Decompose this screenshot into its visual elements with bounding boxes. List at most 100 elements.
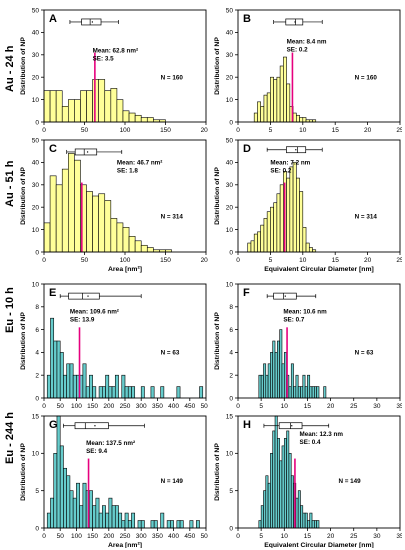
histogram-bar bbox=[247, 242, 252, 253]
x-tick-label: 0 bbox=[42, 127, 46, 134]
histogram-bar bbox=[146, 117, 154, 123]
histogram-bar bbox=[195, 520, 200, 529]
boxplot-mean bbox=[87, 295, 89, 297]
y-tick-label: 30 bbox=[226, 52, 234, 59]
x-tick-label: 30 bbox=[373, 403, 381, 410]
histogram-bar bbox=[309, 386, 313, 399]
histogram-bar bbox=[95, 497, 100, 529]
y-tick-label: 30 bbox=[226, 182, 234, 189]
histogram-bar bbox=[63, 467, 67, 529]
histogram-bar bbox=[253, 112, 258, 123]
x-tick-label: 150 bbox=[160, 127, 171, 134]
histogram-bar bbox=[79, 505, 84, 529]
boxplot-mean bbox=[294, 21, 296, 23]
histogram-bar bbox=[98, 79, 106, 123]
x-tick-label: 100 bbox=[71, 533, 82, 540]
histogram-bar bbox=[72, 497, 77, 529]
panel-letter: A bbox=[49, 13, 57, 25]
histogram-panel-a: 0 50 100 150 200 0 10 20 30 40 50 Distribution of N… bbox=[20, 7, 208, 134]
x-tick-label: 500 bbox=[201, 403, 208, 410]
se-annotation: SE: 9.4 bbox=[86, 448, 107, 455]
histogram-bar bbox=[122, 110, 130, 123]
histogram-bar bbox=[80, 90, 87, 123]
histogram-bar bbox=[127, 520, 132, 529]
histogram-bar bbox=[277, 340, 280, 399]
histogram-bar bbox=[283, 56, 287, 123]
y-tick-label: 5 bbox=[35, 488, 39, 495]
plot-frame bbox=[237, 283, 401, 399]
y-tick-label: 0 bbox=[35, 395, 39, 402]
histogram-bar bbox=[92, 505, 97, 529]
histogram-bar bbox=[260, 224, 265, 253]
histogram-bar bbox=[43, 222, 51, 253]
mean-annotation: Mean: 12.3 nm bbox=[300, 431, 344, 438]
histogram-bar bbox=[267, 363, 271, 399]
histogram-bar bbox=[111, 386, 116, 399]
histogram-bar bbox=[140, 386, 145, 399]
histogram-bar bbox=[263, 94, 268, 123]
x-tick-label: 200 bbox=[201, 127, 208, 134]
histogram-bar bbox=[286, 430, 290, 529]
histogram-bar bbox=[316, 386, 320, 399]
y-tick-label: 15 bbox=[32, 413, 40, 420]
x-axis-label: Area [nm²] bbox=[108, 542, 142, 548]
x-tick-label: 100 bbox=[71, 403, 82, 410]
y-tick-label: 4 bbox=[229, 350, 233, 357]
x-tick-label: 450 bbox=[184, 533, 195, 540]
x-tick-label: 5 bbox=[269, 127, 273, 134]
histogram-bar bbox=[160, 512, 165, 529]
n-label: N = 314 bbox=[355, 213, 378, 220]
boxplot-mean bbox=[291, 425, 293, 427]
x-axis-label: Equivalent Circular Diameter [nm] bbox=[264, 266, 374, 273]
histogram-bar bbox=[66, 475, 71, 529]
x-tick-label: 25 bbox=[396, 257, 402, 264]
histogram-bar bbox=[56, 340, 61, 399]
panel-letter: G bbox=[49, 419, 58, 431]
y-axis-label: Distribution of NP bbox=[20, 37, 27, 95]
histogram-bar bbox=[134, 240, 142, 253]
y-tick-label: 10 bbox=[32, 97, 40, 104]
histogram-bar bbox=[307, 374, 311, 399]
y-tick-label: 2 bbox=[35, 373, 39, 380]
x-tick-label: 0 bbox=[42, 533, 46, 540]
histogram-bar bbox=[118, 512, 123, 529]
boxplot-inset bbox=[266, 146, 323, 154]
x-tick-label: 15 bbox=[304, 533, 312, 540]
histogram-bar bbox=[82, 482, 87, 529]
x-tick-label: 400 bbox=[168, 533, 179, 540]
n-label: N = 160 bbox=[355, 74, 378, 81]
x-tick-label: 20 bbox=[327, 533, 335, 540]
y-tick-label: 4 bbox=[35, 350, 39, 357]
histogram-bar bbox=[153, 520, 158, 529]
y-axis-label: Distribution of NP bbox=[20, 312, 27, 370]
histogram-bar bbox=[305, 242, 310, 253]
histogram-bar bbox=[114, 374, 119, 399]
histogram-bar bbox=[56, 415, 61, 529]
histogram-bar bbox=[281, 363, 285, 399]
histogram-bar bbox=[263, 218, 268, 253]
histogram-bar bbox=[98, 386, 103, 399]
histogram-bar bbox=[258, 374, 262, 399]
mean-annotation: Mean: 109.6 nm² bbox=[70, 309, 119, 316]
histogram-bar bbox=[270, 76, 274, 123]
histogram-bar bbox=[86, 191, 93, 253]
x-tick-label: 300 bbox=[136, 533, 147, 540]
x-tick-label: 10 bbox=[281, 533, 289, 540]
mean-annotation: Mean: 46.7 nm² bbox=[117, 160, 162, 167]
y-tick-label: 10 bbox=[226, 97, 234, 104]
histogram-bar bbox=[124, 386, 129, 399]
n-label: N = 63 bbox=[355, 350, 374, 357]
histogram-bar bbox=[307, 520, 311, 529]
histogram-bar bbox=[273, 202, 278, 253]
histogram-bar bbox=[146, 247, 154, 253]
boxplot-inset bbox=[59, 292, 142, 300]
histogram-bar bbox=[274, 352, 278, 399]
se-annotation: SE: 1.8 bbox=[117, 168, 138, 175]
histogram-bar bbox=[279, 329, 283, 399]
histogram-bar bbox=[50, 497, 55, 529]
histogram-bar bbox=[276, 193, 281, 253]
x-tick-label: 15 bbox=[332, 257, 340, 264]
histogram-bar bbox=[274, 415, 278, 529]
y-tick-label: 40 bbox=[32, 30, 40, 37]
histogram-bar bbox=[279, 460, 283, 529]
